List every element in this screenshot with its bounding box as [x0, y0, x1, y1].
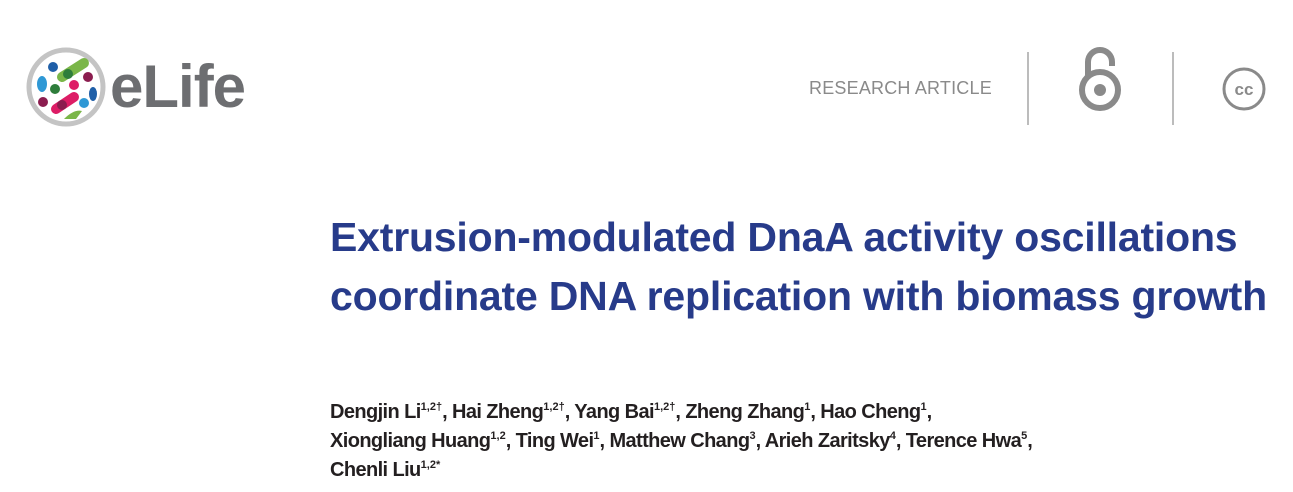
elife-logo-icon — [26, 47, 106, 127]
cc-label: cc — [1235, 80, 1254, 99]
author-list: Dengjin Li1,2†, Hai Zheng1,2†, Yang Bai1… — [330, 401, 1033, 481]
elife-logo-text: eLife — [110, 53, 246, 120]
author[interactable]: Matthew Chang3 — [609, 430, 756, 452]
author[interactable]: Zheng Zhang1 — [685, 401, 811, 423]
author[interactable]: Arieh Zaritsky4 — [764, 430, 896, 452]
author[interactable]: Hao Cheng1 — [820, 401, 927, 423]
author[interactable]: Dengjin Li1,2† — [330, 401, 443, 423]
header-divider — [1027, 52, 1029, 125]
author[interactable]: Terence Hwa5 — [905, 430, 1028, 452]
open-access-icon[interactable] — [1078, 44, 1124, 114]
article-title: Extrusion-modulated DnaA activity oscill… — [330, 214, 1267, 319]
author[interactable]: Ting Wei1 — [515, 430, 600, 452]
author[interactable]: Yang Bai1,2† — [574, 401, 676, 423]
creative-commons-icon[interactable]: cc — [1221, 66, 1267, 112]
header-divider — [1172, 52, 1174, 125]
author[interactable]: Chenli Liu1,2* — [330, 459, 441, 481]
author[interactable]: Xiongliang Huang1,2 — [330, 430, 506, 452]
author[interactable]: Hai Zheng1,2† — [452, 401, 565, 423]
article-type-label: RESEARCH ARTICLE — [809, 78, 992, 98]
